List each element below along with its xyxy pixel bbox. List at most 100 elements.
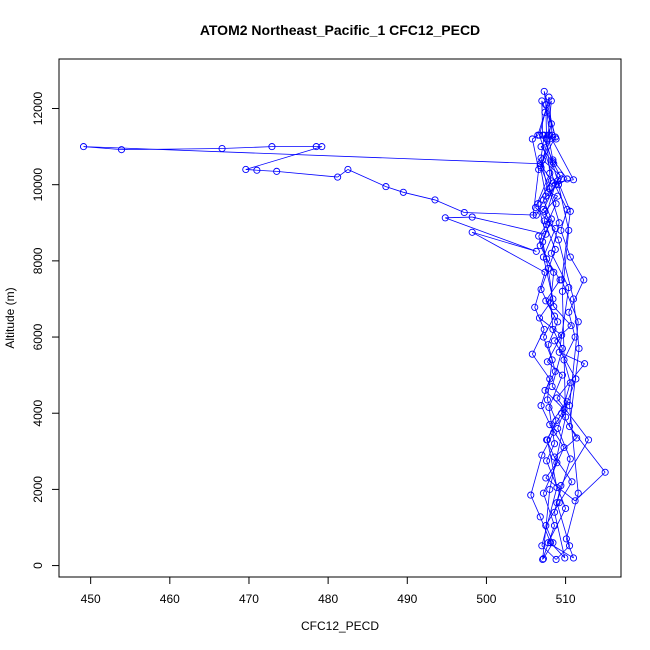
data-point xyxy=(550,522,559,530)
series-segment xyxy=(538,224,547,237)
data-point xyxy=(542,101,550,109)
x-axis-label: CFC12_PECD xyxy=(301,619,379,633)
data-point xyxy=(584,436,593,444)
data-point xyxy=(557,482,565,490)
series-segment xyxy=(539,222,551,246)
series-segment xyxy=(547,135,554,161)
data-point xyxy=(382,183,390,191)
data-point xyxy=(553,394,561,402)
series-segment xyxy=(548,191,558,197)
data-point xyxy=(552,555,560,564)
series-segment xyxy=(556,458,571,503)
data-point xyxy=(573,434,581,442)
data-point xyxy=(549,325,557,333)
series-segment xyxy=(121,148,223,151)
series-segment xyxy=(532,169,540,216)
data-point xyxy=(581,360,589,368)
series-segment xyxy=(543,493,555,526)
data-point xyxy=(547,120,555,128)
data-point xyxy=(543,135,551,143)
series-segment xyxy=(553,306,572,326)
data-point xyxy=(554,236,563,244)
data-point xyxy=(539,205,547,213)
y-tick-label: 10000 xyxy=(31,168,45,202)
data-point xyxy=(542,192,550,200)
data-point xyxy=(253,166,261,174)
series-segment xyxy=(563,359,571,383)
data-point xyxy=(543,358,551,366)
data-point xyxy=(542,522,550,530)
series-segment xyxy=(537,112,546,136)
series-segment xyxy=(554,512,566,559)
data-point xyxy=(528,350,536,358)
x-tick-label: 490 xyxy=(397,592,417,606)
series-segment xyxy=(546,439,558,488)
series-segment xyxy=(546,359,553,400)
series-segment xyxy=(548,374,563,408)
series-segment xyxy=(554,340,577,380)
data-point xyxy=(563,398,571,406)
data-point xyxy=(537,143,545,151)
series-segment xyxy=(558,287,570,353)
series-segment xyxy=(551,386,568,403)
data-point xyxy=(550,337,559,345)
x-tick-label: 500 xyxy=(476,592,496,606)
data-point xyxy=(550,440,559,448)
x-tick-label: 510 xyxy=(556,592,576,606)
series-segment xyxy=(568,312,576,338)
data-point xyxy=(536,513,544,521)
data-point xyxy=(551,181,559,189)
data-point xyxy=(558,276,566,284)
series-segment xyxy=(543,228,556,258)
x-tick-label: 460 xyxy=(160,592,180,606)
data-point xyxy=(558,287,566,295)
data-point xyxy=(545,93,553,101)
data-point xyxy=(549,539,557,547)
series-segment xyxy=(547,100,552,136)
data-point xyxy=(554,181,563,189)
series-segment xyxy=(558,481,573,503)
series-segment xyxy=(539,317,562,336)
data-point xyxy=(562,504,570,512)
chart-title: ATOM2 Northeast_Pacific_1 CFC12_PECD xyxy=(200,22,480,38)
series-segment xyxy=(554,456,573,483)
data-point xyxy=(552,135,560,143)
data-point xyxy=(560,443,568,452)
data-point xyxy=(218,144,226,153)
data-point xyxy=(527,491,535,499)
data-point xyxy=(535,232,543,240)
data-point xyxy=(544,341,552,349)
data-point xyxy=(561,554,569,562)
data-point xyxy=(562,413,570,421)
series-segment xyxy=(276,170,338,178)
data-point xyxy=(542,297,550,305)
series-segment xyxy=(562,230,570,292)
series-segment xyxy=(563,336,576,361)
data-point xyxy=(344,165,352,174)
data-point xyxy=(562,535,570,543)
series-segment xyxy=(549,134,574,180)
y-tick-label: 6000 xyxy=(31,323,45,350)
data-point xyxy=(558,409,566,417)
y-tick-label: 8000 xyxy=(31,247,45,274)
data-point xyxy=(539,555,547,564)
data-point xyxy=(554,318,562,326)
data-point xyxy=(546,169,554,177)
data-point xyxy=(547,249,555,257)
data-point xyxy=(399,188,407,196)
data-point xyxy=(551,245,559,253)
data-point xyxy=(540,87,548,95)
series-segment xyxy=(550,272,555,303)
series-segment xyxy=(547,399,557,421)
series-segment xyxy=(560,439,589,486)
series-segment xyxy=(403,191,436,201)
data-point xyxy=(542,474,550,482)
series-segment xyxy=(445,217,537,252)
series-segment xyxy=(569,348,580,427)
series-segment xyxy=(434,199,465,213)
data-point xyxy=(534,200,542,208)
series-segment xyxy=(561,211,571,280)
data-point xyxy=(547,539,555,547)
y-tick-label: 4000 xyxy=(31,400,45,427)
